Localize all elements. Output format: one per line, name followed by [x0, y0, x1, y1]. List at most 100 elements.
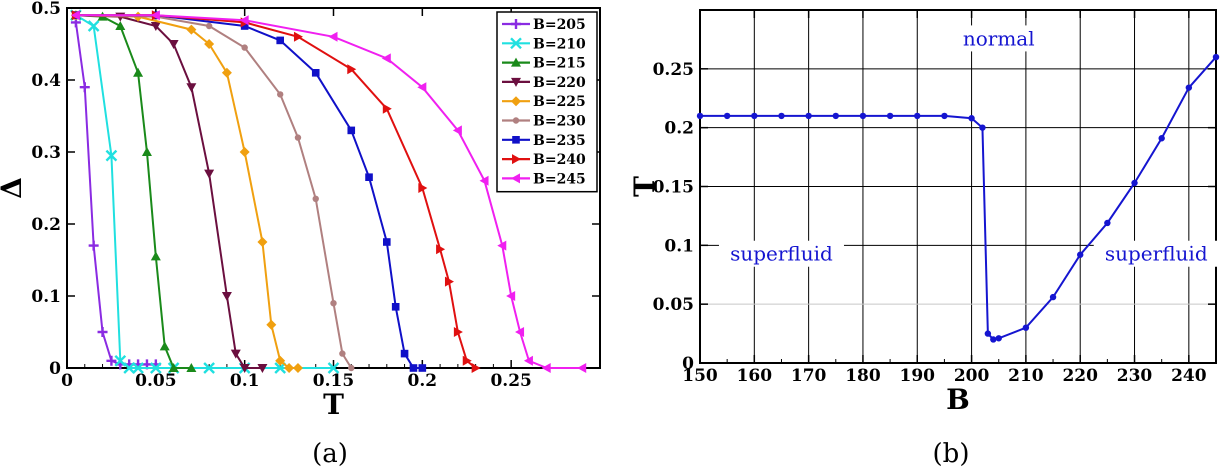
data-point	[293, 31, 303, 42]
data-point	[723, 112, 731, 120]
data-point	[186, 363, 197, 372]
y-tick-label: 0	[682, 354, 694, 374]
data-point	[832, 112, 839, 120]
legend-label: B=235	[533, 133, 586, 149]
data-point	[382, 103, 392, 114]
data-point	[990, 336, 997, 343]
data-point	[541, 363, 551, 373]
data-point	[203, 362, 215, 374]
data-point	[328, 31, 338, 42]
data-point	[239, 147, 250, 157]
data-point	[159, 341, 170, 351]
data-point	[330, 300, 337, 307]
data-point	[968, 115, 975, 122]
data-point	[523, 355, 533, 366]
data-point	[391, 303, 400, 311]
data-point	[471, 363, 481, 373]
data-point	[132, 362, 144, 374]
data-point	[381, 53, 391, 64]
data-point	[277, 91, 284, 98]
data-point	[79, 82, 90, 93]
y-axis-label: Δ	[0, 177, 28, 199]
x-tick-label: 230	[1117, 366, 1153, 386]
data-point	[204, 39, 215, 49]
data-point	[453, 327, 463, 337]
data-point	[149, 362, 162, 374]
data-point	[257, 237, 268, 247]
data-point	[150, 22, 161, 31]
data-point	[339, 350, 346, 357]
data-point	[205, 22, 213, 30]
annotation-bg	[959, 25, 1039, 52]
y-tick-label: 0.15	[653, 178, 694, 198]
legend: B=205 B=210 B=215 B=220 B=225 B=230 B=235 B=240…	[496, 11, 598, 193]
series-b-225	[70, 10, 303, 373]
x-tick-label: 0.05	[135, 371, 176, 391]
data-point	[186, 24, 197, 35]
series-line	[75, 14, 334, 369]
legend-label: B=215	[533, 56, 586, 72]
data-point	[444, 276, 454, 287]
data-point	[150, 251, 161, 261]
series-b-205	[70, 17, 161, 370]
data-point	[240, 22, 249, 30]
legend-label: B=205	[533, 17, 586, 33]
data-point	[400, 349, 409, 358]
legend-marker	[512, 117, 520, 124]
legend-marker	[512, 154, 521, 165]
data-point	[365, 173, 373, 181]
data-point	[436, 244, 446, 255]
data-point	[886, 112, 894, 120]
x-tick-label: 0.25	[490, 371, 531, 391]
data-point	[87, 20, 100, 32]
data-point	[696, 112, 704, 120]
y-tick-label: 0.25	[653, 60, 694, 80]
data-point	[168, 363, 179, 372]
data-point	[383, 238, 391, 246]
data-point	[276, 36, 284, 45]
data-point	[275, 355, 286, 366]
data-point	[133, 67, 144, 77]
x-tick-label: 170	[791, 366, 827, 386]
x-tick-label: 200	[954, 366, 990, 386]
data-point	[168, 40, 179, 49]
legend-marker	[511, 57, 521, 67]
data-point	[70, 10, 80, 21]
legend-label: B=210	[533, 36, 586, 52]
x-tick-label: 240	[1171, 366, 1207, 386]
data-point	[230, 349, 241, 359]
caption-b: (b)	[933, 439, 970, 469]
data-point	[1158, 135, 1165, 142]
x-tick-label: 0.2	[408, 371, 438, 391]
data-point	[241, 44, 248, 51]
data-point	[418, 183, 428, 193]
series-b-230	[72, 12, 355, 372]
series-0	[696, 53, 1220, 343]
data-point	[778, 112, 785, 120]
legend-marker	[510, 37, 522, 50]
data-point	[418, 364, 427, 372]
data-point	[105, 149, 118, 162]
data-point	[859, 112, 867, 120]
series-line	[75, 14, 192, 369]
data-point	[257, 364, 268, 373]
y-tick-label: 0.1	[31, 287, 61, 307]
data-point	[284, 363, 295, 373]
series-b-240	[71, 10, 481, 373]
data-point	[497, 240, 507, 251]
data-point	[452, 125, 462, 136]
data-point	[409, 364, 418, 372]
data-point	[914, 112, 921, 120]
data-point	[150, 10, 160, 21]
legend-label: B=225	[533, 94, 586, 110]
data-point	[1049, 293, 1057, 301]
y-tick-label: 0.5	[31, 0, 61, 19]
data-point	[1077, 251, 1084, 258]
series-b-245	[70, 10, 587, 373]
caption-a: (a)	[312, 439, 348, 469]
annotation-label: superfluid	[730, 242, 833, 266]
series-line	[75, 14, 423, 369]
data-point	[1185, 84, 1193, 91]
data-point	[88, 240, 99, 251]
annotation-bg	[1093, 240, 1219, 267]
